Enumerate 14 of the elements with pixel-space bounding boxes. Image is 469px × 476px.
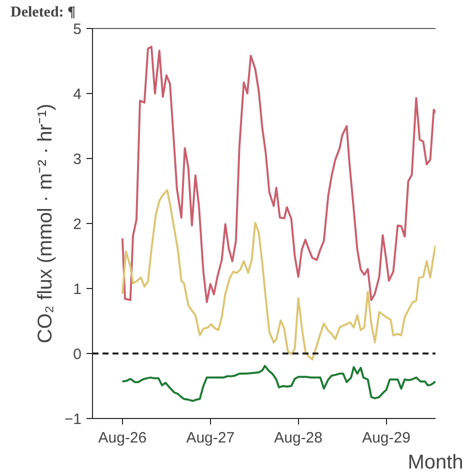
y-tick-label: 0	[73, 346, 82, 363]
y-tick-label: −1	[64, 411, 82, 428]
x-tick-label: Aug-26	[98, 430, 147, 446]
y-tick-label: 3	[73, 151, 82, 168]
y-tick-label: 1	[73, 281, 82, 298]
x-tick-label: Aug-28	[274, 430, 323, 446]
y-tick-label: 2	[73, 216, 82, 233]
text: Deleted: ¶	[10, 4, 76, 20]
x-axis-title: Month	[408, 452, 464, 474]
x-tick-label: Aug-27	[186, 430, 235, 446]
y-tick-label: 4	[73, 86, 82, 103]
x-tick-label: Aug-29	[362, 430, 410, 446]
y-tick-label: 5	[73, 21, 82, 38]
y-axis-title: CO₂ flux (mmol · m⁻² · hr⁻¹)	[34, 104, 56, 344]
